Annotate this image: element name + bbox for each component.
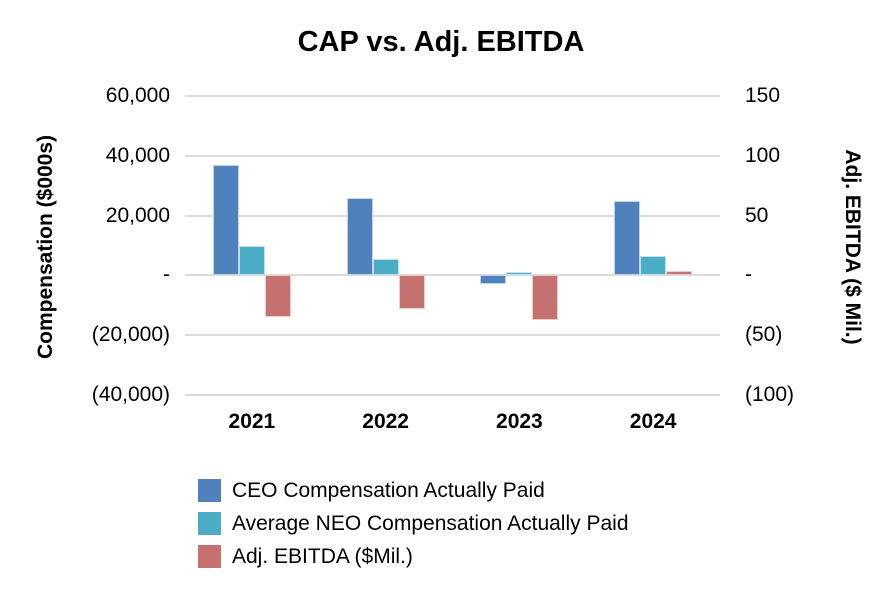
right-axis-tick-label: - bbox=[745, 263, 752, 287]
gridline bbox=[185, 334, 720, 337]
left-axis-tick-label: 60,000 bbox=[105, 84, 170, 107]
gridline bbox=[185, 394, 720, 396]
bar-2021-series-1 bbox=[212, 164, 239, 276]
legend-item: CEO Compensation Actually Paid bbox=[198, 479, 629, 502]
legend-swatch-icon bbox=[198, 479, 221, 502]
left-axis-tick-label: 40,000 bbox=[105, 143, 170, 167]
legend-label: Adj. EBITDA ($Mil.) bbox=[232, 545, 413, 568]
x-axis-label-2023: 2023 bbox=[496, 410, 543, 433]
left-axis-tick-label: - bbox=[163, 263, 170, 287]
legend-label: CEO Compensation Actually Paid bbox=[232, 479, 545, 502]
legend-item: Adj. EBITDA ($Mil.) bbox=[198, 545, 629, 568]
legend-item: Average NEO Compensation Actually Paid bbox=[198, 512, 629, 535]
legend: CEO Compensation Actually Paid Average NE… bbox=[198, 479, 629, 578]
bar-2022-series-3 bbox=[398, 275, 425, 309]
bar-2024-series-1 bbox=[614, 200, 641, 276]
bar-2023-series-3 bbox=[532, 275, 559, 320]
left-axis-tick-label: (40,000) bbox=[91, 383, 170, 406]
legend-swatch-icon bbox=[198, 512, 221, 535]
right-axis-tick-label: 50 bbox=[745, 203, 769, 227]
bar-2022-series-2 bbox=[372, 258, 399, 276]
gridline bbox=[185, 214, 720, 217]
right-axis-tick-label: (50) bbox=[745, 323, 783, 347]
right-axis-title: Adj. EBITDA ($ Mil.) bbox=[841, 149, 864, 345]
left-axis-tick-label: (20,000) bbox=[91, 323, 170, 347]
bar-2024-series-3 bbox=[666, 270, 693, 276]
bar-2023-series-1 bbox=[480, 275, 507, 285]
right-axis-tick-label: 150 bbox=[745, 84, 781, 107]
left-axis-title: Compensation ($000s) bbox=[34, 134, 57, 360]
plot-area bbox=[185, 95, 720, 396]
x-axis-label-2024: 2024 bbox=[629, 410, 677, 433]
bar-2021-series-2 bbox=[238, 245, 265, 276]
legend-label: Average NEO Compensation Actually Paid bbox=[232, 512, 629, 535]
left-axis-tick-label: 20,000 bbox=[105, 203, 170, 227]
right-axis-tick-label: 100 bbox=[745, 143, 781, 167]
bar-2024-series-2 bbox=[640, 255, 667, 276]
bar-2023-series-2 bbox=[506, 272, 533, 276]
legend-swatch-icon bbox=[198, 545, 221, 568]
x-axis-label-2021: 2021 bbox=[228, 410, 276, 433]
bar-2021-series-3 bbox=[264, 275, 291, 318]
right-axis-tick-label: (100) bbox=[745, 383, 795, 406]
gridline bbox=[185, 154, 720, 157]
chart-title: CAP vs. Adj. EBITDA bbox=[297, 26, 585, 58]
bar-2022-series-1 bbox=[346, 197, 373, 276]
gridline bbox=[185, 95, 720, 97]
x-axis-label-2022: 2022 bbox=[362, 410, 409, 433]
gridline bbox=[185, 274, 720, 277]
